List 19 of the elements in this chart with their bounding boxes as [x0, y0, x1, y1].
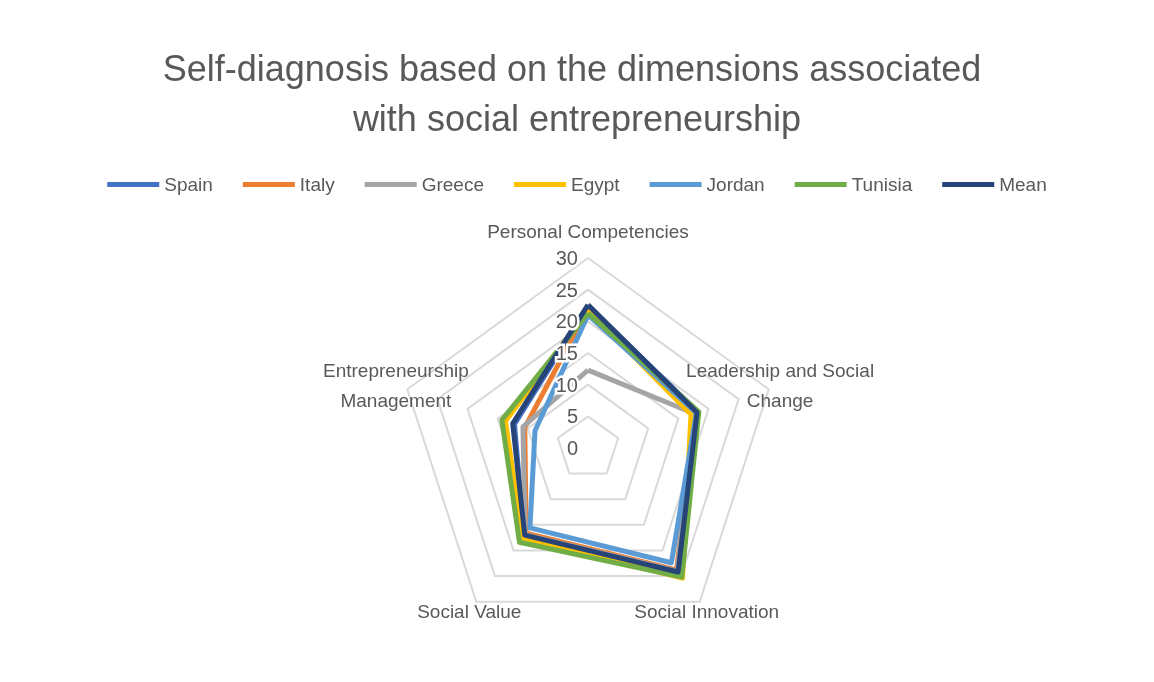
- legend-label: Greece: [421, 174, 484, 195]
- y-tick-label: 30: [555, 247, 578, 269]
- y-tick-label: 25: [555, 278, 578, 301]
- legend-label: Tunisia: [851, 174, 913, 195]
- spoke-label: Leadership and Social Change: [686, 360, 875, 412]
- legend-label: Spain: [164, 174, 213, 195]
- y-tick-label: 10: [555, 373, 578, 396]
- y-tick-label: 0: [566, 437, 578, 459]
- legend-label: Italy: [299, 174, 336, 195]
- chart-title: Self-diagnosis based on the dimensions associated with social entrepreneurship: [162, 47, 992, 139]
- spoke-label: Social Innovation: [634, 600, 780, 622]
- spoke-label: Entrepreneurship Management: [323, 360, 469, 412]
- legend-label: Jordan: [706, 174, 765, 195]
- y-tick-label: 15: [555, 342, 578, 364]
- legend-label: Mean: [999, 174, 1047, 195]
- spoke-label: Social Value: [417, 600, 522, 622]
- spoke-label: Personal Competencies: [487, 220, 689, 242]
- legend-label: Egypt: [571, 174, 621, 195]
- y-tick-label: 5: [566, 405, 578, 428]
